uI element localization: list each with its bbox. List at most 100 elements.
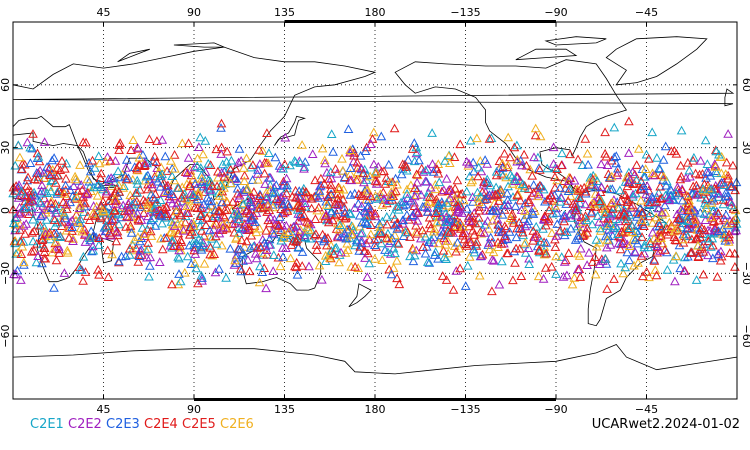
occultation-marker (620, 216, 631, 226)
occultation-marker (22, 137, 33, 147)
occultation-marker (161, 232, 172, 242)
occultation-marker (311, 229, 321, 238)
occultation-marker (78, 276, 88, 285)
right-lat-tick-label: 60 (740, 78, 750, 92)
occultation-marker (240, 223, 250, 233)
occultation-marker (110, 193, 121, 203)
occultation-marker (558, 271, 569, 281)
occultation-marker (134, 251, 145, 260)
occultation-marker (551, 231, 562, 240)
occultation-marker (195, 163, 206, 172)
occultation-marker (587, 219, 598, 229)
occultation-marker (72, 175, 83, 185)
occultation-marker (269, 229, 279, 239)
occultation-marker (563, 176, 574, 185)
left-lat-tick-label: 60 (0, 78, 12, 92)
occultation-marker (140, 160, 150, 169)
coastline (274, 115, 306, 146)
occultation-marker (116, 212, 126, 222)
occultation-marker (467, 192, 478, 201)
right-lat-tick-label: 0 (740, 207, 750, 214)
occultation-marker (321, 240, 332, 250)
occultation-marker (723, 190, 734, 200)
occultation-marker (243, 194, 253, 204)
occultation-marker (405, 232, 415, 241)
occultation-marker (687, 234, 697, 244)
occultation-marker (355, 228, 366, 238)
occultation-marker (416, 189, 426, 199)
legend-item-c2e3: C2E3 (106, 417, 140, 432)
occultation-marker (594, 259, 605, 268)
occultation-marker (295, 211, 306, 221)
occultation-marker (653, 187, 664, 197)
occultation-marker (439, 252, 450, 262)
occultation-marker (627, 167, 638, 176)
occultation-marker (166, 156, 176, 165)
occultation-marker (472, 187, 483, 197)
occultation-marker (594, 217, 605, 226)
occultation-marker (374, 226, 385, 236)
occultation-marker (77, 185, 88, 194)
occultation-marker (453, 204, 464, 214)
occultation-marker (684, 165, 695, 175)
right-lat-tick-label: −60 (740, 325, 750, 348)
occultation-marker (154, 257, 165, 266)
occultation-marker (196, 270, 207, 280)
occultation-marker (28, 195, 38, 205)
occultation-marker (480, 155, 490, 164)
occultation-marker (450, 183, 460, 193)
occultation-marker (121, 174, 132, 184)
occultation-marker (660, 200, 670, 210)
occultation-marker (609, 122, 620, 132)
occultation-marker (278, 208, 288, 218)
occultation-marker (550, 172, 560, 181)
occultation-marker (259, 237, 270, 247)
occultation-marker (570, 235, 581, 244)
occultation-marker (707, 193, 718, 203)
occultation-marker (139, 229, 150, 238)
occultation-marker (16, 249, 27, 258)
occultation-marker (709, 159, 720, 168)
occultation-marker (716, 251, 727, 261)
occultation-marker (247, 175, 258, 184)
occultation-marker (25, 158, 36, 167)
occultation-marker (424, 258, 435, 267)
occultation-marker (190, 258, 200, 268)
occultation-marker (194, 142, 204, 151)
occultation-marker (293, 216, 304, 225)
occultation-marker (303, 225, 314, 234)
occultation-marker (352, 157, 363, 167)
occultation-marker (98, 230, 108, 240)
occultation-marker (633, 228, 643, 237)
occultation-marker (556, 160, 567, 170)
occultation-marker (75, 160, 85, 169)
occultation-marker (519, 183, 530, 192)
occultation-marker (465, 234, 475, 244)
occultation-marker (691, 190, 702, 199)
occultation-marker (323, 174, 334, 183)
occultation-marker (175, 240, 186, 250)
occultation-marker (578, 230, 589, 239)
occultation-marker (462, 260, 473, 270)
occultation-marker (582, 227, 592, 237)
occultation-marker (113, 166, 123, 176)
occultation-marker (471, 241, 482, 250)
occultation-markers (8, 116, 742, 296)
occultation-marker (575, 243, 586, 253)
occultation-marker (503, 160, 513, 170)
occultation-marker (353, 263, 364, 272)
occultation-marker (196, 173, 207, 183)
occultation-marker (37, 180, 47, 190)
occultation-marker (212, 181, 222, 191)
occultation-marker (620, 190, 631, 199)
occultation-marker (503, 132, 514, 142)
occultation-marker (449, 152, 460, 161)
occultation-marker (155, 195, 166, 204)
occultation-marker (643, 197, 654, 207)
occultation-marker (232, 188, 243, 198)
occultation-marker (268, 250, 279, 259)
occultation-marker (75, 214, 86, 223)
occultation-marker (110, 196, 121, 205)
occultation-marker (330, 198, 341, 208)
occultation-marker (217, 219, 228, 229)
